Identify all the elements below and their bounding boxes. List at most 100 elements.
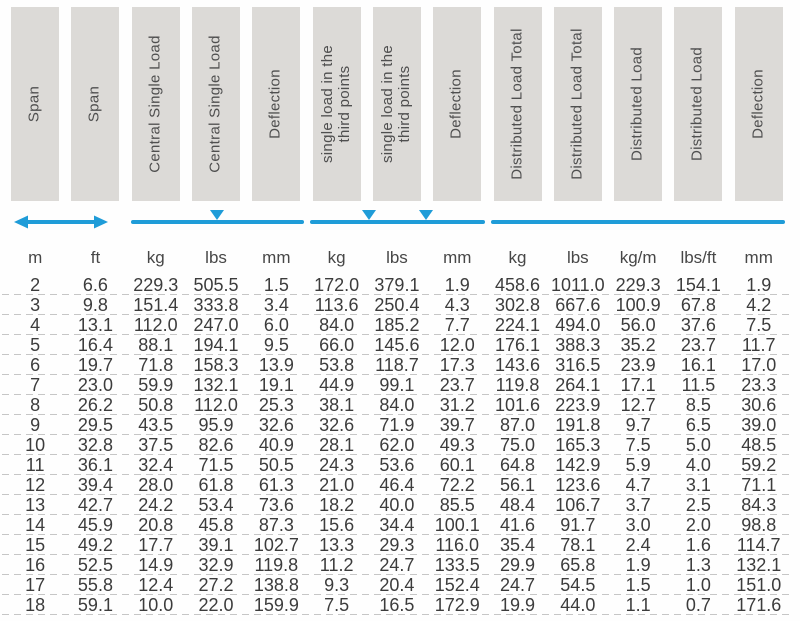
column-header-1: Span [65, 7, 125, 201]
table-cell: 56.1 [500, 475, 536, 495]
table-cell: 133.5 [434, 555, 480, 575]
table-cell: 194.1 [193, 335, 239, 355]
table-cell: 32.6 [258, 415, 294, 435]
table-cell: 5.0 [685, 435, 711, 455]
column-header-7: Deflection [427, 7, 487, 201]
table-cell: 165.3 [555, 435, 601, 455]
table-cell: 29.9 [500, 555, 536, 575]
table-cell: 5.9 [625, 455, 651, 475]
table-cell: 16 [25, 555, 46, 575]
column-header-label: Distributed Load Total [568, 28, 586, 180]
table-cell: 54.5 [560, 575, 596, 595]
table-cell: 118.7 [375, 355, 419, 375]
column-header-6: single load in the third points [367, 7, 427, 201]
column-header-label: Distributed Load [628, 46, 646, 162]
unit-label-6: lbs [386, 248, 408, 267]
table-row: 3 9.8 151.4 333.8 3.4 113.6 250.4 4.3 302.8 667.6… [0, 295, 800, 315]
table-cell: 229.3 [615, 275, 661, 295]
table-cell: 65.8 [560, 555, 596, 575]
table-cell: 2.5 [685, 495, 711, 515]
unit-label-0: m [28, 248, 43, 267]
column-header-11: Distributed Load [668, 7, 728, 201]
column-header-9: Distributed Load Total [548, 7, 608, 201]
table-cell: 25.3 [258, 395, 294, 415]
table-cell: 32.4 [138, 455, 174, 475]
column-header-3: Central Single Load [186, 7, 246, 201]
table-cell: 1011.0 [550, 275, 605, 295]
table-cell: 151.0 [736, 575, 782, 595]
table-cell: 8 [30, 395, 41, 415]
table-row: 17 55.8 12.4 27.2 138.8 9.3 20.4 152.4 24.7 54.5 1… [0, 575, 800, 595]
table-cell: 12 [25, 475, 46, 495]
column-header-label: single load in the third points [378, 45, 413, 163]
table-cell: 3.7 [625, 495, 651, 515]
table-cell: 667.6 [555, 295, 601, 315]
table-cell: 40.0 [379, 495, 415, 515]
unit-label-3: lbs [205, 248, 227, 267]
table-row: 14 45.9 20.8 45.8 87.3 15.6 34.4 100.1 41.6 91.7 3… [0, 515, 800, 535]
table-cell: 13.3 [319, 535, 355, 555]
table-cell: 172.9 [434, 595, 480, 615]
column-header-box: Distributed Load [614, 7, 663, 201]
table-cell: 247.0 [193, 315, 239, 335]
table-cell: 172.0 [314, 275, 360, 295]
table-cell: 84.0 [319, 315, 355, 335]
column-header-12: Deflection [729, 7, 789, 201]
table-cell: 23.9 [620, 355, 656, 375]
table-cell: 23.7 [439, 375, 475, 395]
table-cell: 14.9 [138, 555, 174, 575]
table-cell: 3 [30, 295, 41, 315]
unit-label-2: kg [146, 248, 165, 267]
table-cell: 66.0 [319, 335, 355, 355]
table-cell: 17.0 [741, 355, 777, 375]
table-cell: 101.6 [495, 395, 541, 415]
table-cell: 24.2 [138, 495, 174, 515]
table-cell: 1.3 [685, 555, 711, 575]
column-header-label: Central Single Load [206, 35, 224, 173]
table-cell: 91.7 [560, 515, 596, 535]
table-cell: 59.9 [138, 375, 174, 395]
table-cell: 28.0 [138, 475, 174, 495]
column-header-box: Distributed Load Total [493, 7, 542, 201]
unit-label-4: mm [262, 248, 291, 267]
table-cell: 23.7 [680, 335, 716, 355]
table-cell: 224.1 [495, 315, 541, 335]
table-cell: 1.5 [263, 275, 289, 295]
table-cell: 112.0 [133, 315, 178, 335]
column-header-box: Deflection [252, 7, 301, 201]
table-cell: 61.8 [198, 475, 234, 495]
header-row: Span Span Central Single Load Central Singl… [0, 7, 800, 201]
table-cell: 88.1 [138, 335, 174, 355]
table-cell: 2.0 [685, 515, 711, 535]
table-cell: 44.9 [319, 375, 355, 395]
table-row: 15 49.2 17.7 39.1 102.7 13.3 29.3 116.0 35.4 78.1… [0, 535, 800, 555]
unit-label-1: ft [90, 248, 101, 267]
table-cell: 2.4 [625, 535, 651, 555]
table-cell: 11.2 [319, 555, 354, 575]
table-cell: 16.1 [680, 355, 716, 375]
table-cell: 7.7 [444, 315, 470, 335]
column-header-label: Deflection [749, 69, 767, 139]
table-cell: 20.8 [138, 515, 174, 535]
column-header-box: Central Single Load [192, 7, 241, 201]
table-cell: 14 [25, 515, 46, 535]
table-cell: 9.7 [625, 415, 651, 435]
table-cell: 28.1 [319, 435, 355, 455]
table-cell: 116.0 [435, 535, 480, 555]
table-cell: 11 [25, 455, 45, 475]
column-header-box: single load in the third points [312, 7, 361, 201]
table-cell: 41.6 [500, 515, 536, 535]
column-header-label: Deflection [447, 69, 465, 139]
table-cell: 229.3 [133, 275, 179, 295]
table-cell: 1.6 [685, 535, 711, 555]
table-cell: 16.5 [379, 595, 415, 615]
table-cell: 11.7 [741, 335, 776, 355]
table-cell: 61.3 [258, 475, 294, 495]
table-cell: 24.3 [319, 455, 355, 475]
table-cell: 113.6 [314, 295, 359, 315]
table-cell: 142.9 [555, 455, 601, 475]
column-header-10: Distributed Load [608, 7, 668, 201]
table-cell: 22.0 [198, 595, 234, 615]
column-header-label: Central Single Load [146, 35, 164, 173]
